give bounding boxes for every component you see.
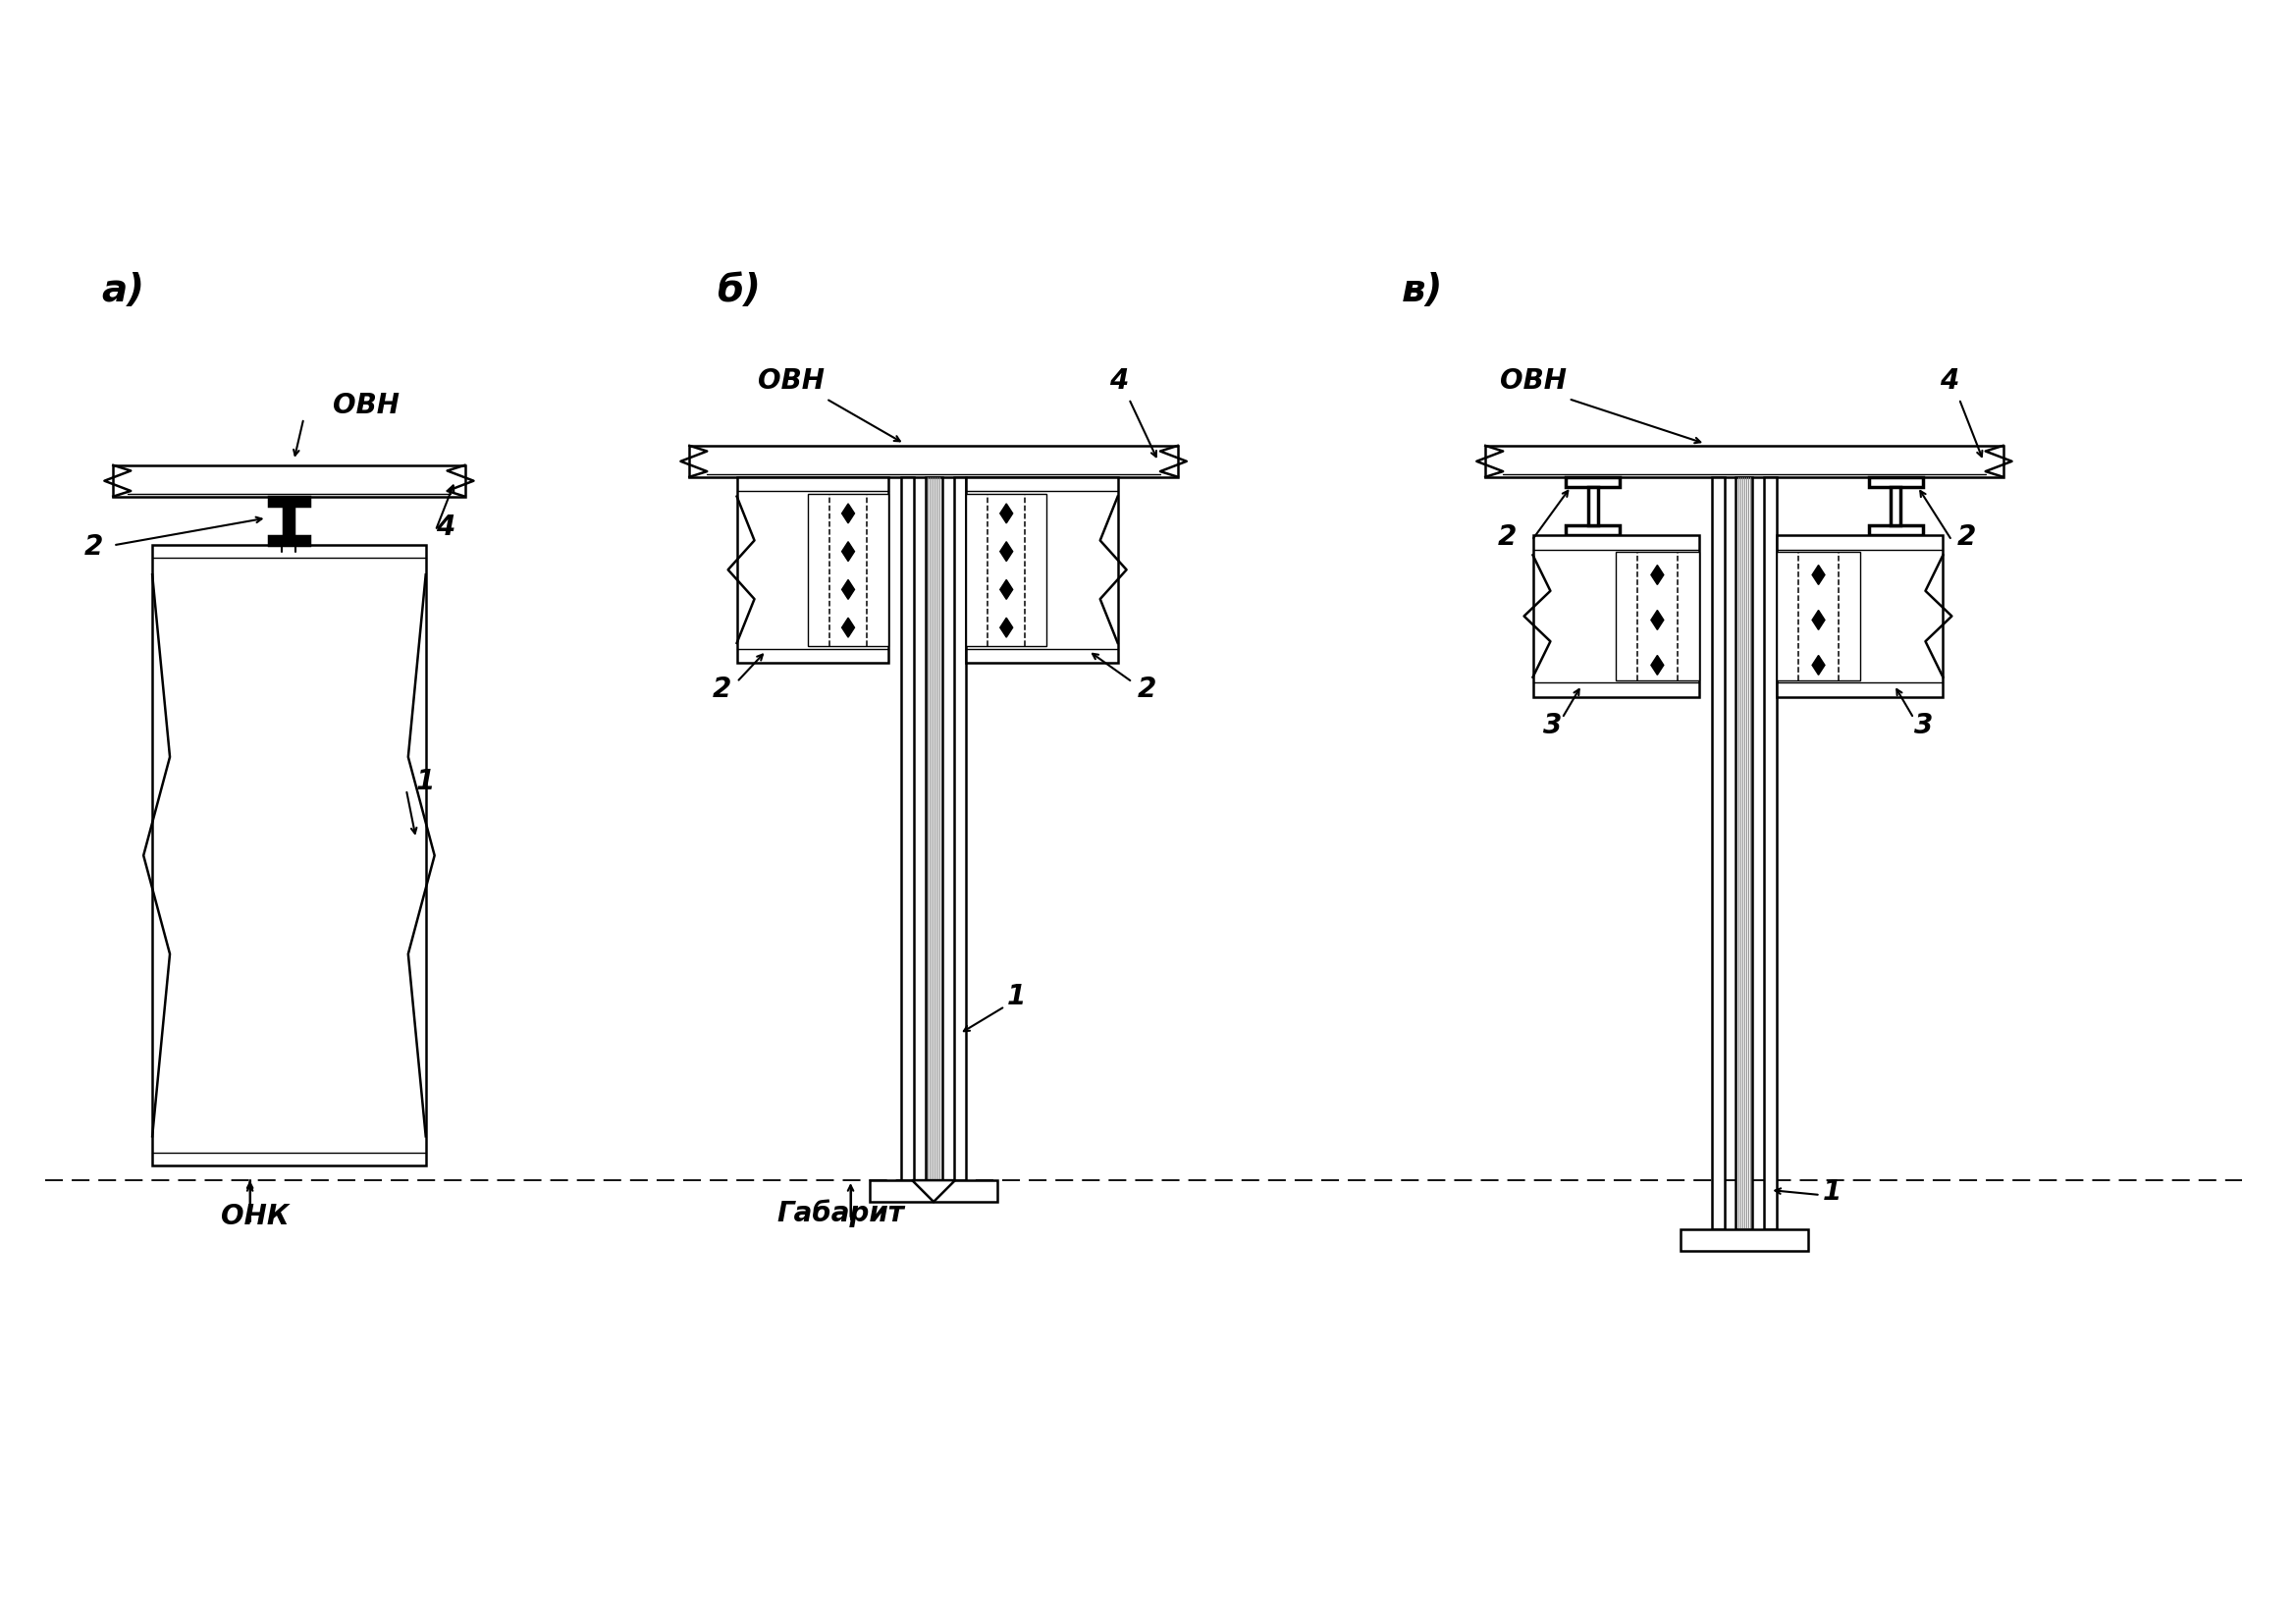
Text: 2: 2: [712, 676, 732, 703]
Bar: [1566, 477, 1619, 487]
Bar: [1777, 536, 1942, 697]
Text: ОВН: ОВН: [758, 367, 824, 395]
Polygon shape: [1001, 580, 1013, 599]
Bar: [1892, 487, 1901, 526]
Bar: [285, 505, 294, 536]
Polygon shape: [843, 617, 854, 637]
Text: 3: 3: [1915, 713, 1933, 741]
Polygon shape: [912, 1181, 955, 1202]
Polygon shape: [1651, 565, 1665, 585]
Bar: [1711, 477, 1724, 1229]
Bar: [1616, 552, 1699, 680]
Polygon shape: [843, 503, 854, 523]
Bar: [152, 546, 425, 1166]
Bar: [967, 477, 1118, 663]
Text: 4: 4: [1109, 367, 1127, 395]
Bar: [870, 1181, 996, 1202]
Text: 2: 2: [1956, 523, 1975, 551]
Polygon shape: [1001, 617, 1013, 637]
Text: ОНК: ОНК: [220, 1203, 289, 1229]
Bar: [1869, 477, 1922, 487]
Bar: [113, 464, 464, 497]
Text: ОВН: ОВН: [333, 391, 400, 419]
Bar: [1566, 526, 1619, 536]
Bar: [689, 445, 1178, 477]
Bar: [808, 494, 889, 646]
Polygon shape: [1651, 611, 1665, 630]
Polygon shape: [843, 580, 854, 599]
Polygon shape: [843, 542, 854, 562]
Text: Габарит: Габарит: [778, 1199, 905, 1228]
Bar: [1486, 445, 2002, 477]
Bar: [269, 536, 310, 546]
Polygon shape: [1812, 656, 1825, 676]
Text: а): а): [101, 271, 145, 309]
Text: 1: 1: [1008, 983, 1026, 1010]
Text: 2: 2: [1137, 676, 1157, 703]
Polygon shape: [1001, 542, 1013, 562]
Bar: [1869, 526, 1922, 536]
Polygon shape: [1651, 656, 1665, 676]
Bar: [1736, 477, 1752, 1229]
Text: 4: 4: [1940, 367, 1958, 395]
Text: 1: 1: [1823, 1179, 1841, 1205]
Bar: [1681, 1229, 1807, 1250]
Text: 1: 1: [416, 768, 434, 796]
Bar: [967, 494, 1047, 646]
Text: 2: 2: [1497, 523, 1518, 551]
Text: б): б): [716, 271, 760, 309]
Text: 3: 3: [1543, 713, 1561, 741]
Bar: [925, 477, 941, 1181]
Text: 4: 4: [436, 513, 455, 541]
Bar: [269, 497, 310, 505]
Text: в): в): [1401, 271, 1442, 309]
Polygon shape: [1812, 565, 1825, 585]
Bar: [953, 477, 967, 1181]
Bar: [1589, 487, 1598, 526]
Polygon shape: [1001, 503, 1013, 523]
Bar: [1534, 536, 1699, 697]
Text: ОВН: ОВН: [1499, 367, 1566, 395]
Polygon shape: [1812, 611, 1825, 630]
Bar: [737, 477, 889, 663]
Bar: [1763, 477, 1777, 1229]
Bar: [1777, 552, 1860, 680]
Text: 2: 2: [85, 533, 103, 560]
Bar: [900, 477, 914, 1181]
